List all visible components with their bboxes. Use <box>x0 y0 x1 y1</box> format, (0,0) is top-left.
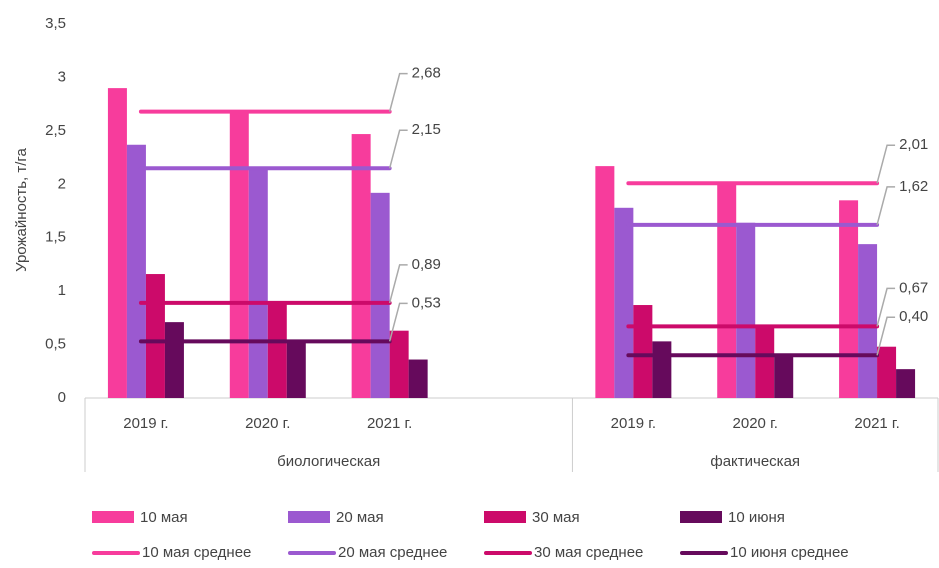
data-label: 1,62 <box>899 178 928 195</box>
bar <box>267 301 287 398</box>
x-tick-label: 2019 г. <box>611 415 656 432</box>
y-tick-label: 0,5 <box>45 336 66 353</box>
y-tick-label: 1 <box>58 282 66 299</box>
x-tick-label: 2021 г. <box>854 415 899 432</box>
legend-label: 10 мая среднее <box>142 544 251 561</box>
data-label: 2,01 <box>899 136 928 153</box>
callout-leader <box>388 129 408 169</box>
legend-label: 20 мая <box>336 509 384 526</box>
data-label: 0,40 <box>899 308 928 325</box>
y-tick-label: 3 <box>58 68 66 85</box>
bar <box>839 200 859 398</box>
bar <box>351 134 371 398</box>
data-label: 2,68 <box>412 65 441 82</box>
legend-label: 10 июня среднее <box>730 544 849 561</box>
callout-leader <box>876 316 896 356</box>
callout-leader <box>388 302 408 342</box>
y-axis-label: Урожайность, т/га <box>13 147 30 271</box>
bar <box>614 207 634 398</box>
bar <box>755 325 775 398</box>
bar <box>126 144 146 398</box>
bar <box>389 330 409 398</box>
bar <box>736 222 756 398</box>
bar <box>652 341 672 398</box>
bar <box>877 346 897 398</box>
bar <box>286 342 306 398</box>
bar <box>633 305 653 398</box>
y-tick-label: 3,5 <box>45 15 66 32</box>
group-label: фактическая <box>710 453 800 470</box>
data-label: 2,15 <box>412 121 441 138</box>
callout-leader <box>876 287 896 327</box>
callout-leader <box>876 144 896 184</box>
legend-label: 10 июня <box>728 509 785 526</box>
x-tick-label: 2020 г. <box>733 415 778 432</box>
bar <box>229 112 249 398</box>
bar <box>164 322 184 398</box>
legend-label: 30 мая <box>532 509 580 526</box>
bar <box>858 244 878 398</box>
x-tick-label: 2019 г. <box>123 415 168 432</box>
x-tick-label: 2020 г. <box>245 415 290 432</box>
callout-leader <box>388 264 408 304</box>
callout-leader <box>876 186 896 226</box>
data-label: 0,89 <box>412 256 441 273</box>
legend-swatch <box>92 511 134 523</box>
bar <box>408 359 428 398</box>
y-tick-label: 2,5 <box>45 122 66 139</box>
legend-swatch <box>484 511 526 523</box>
bar <box>370 192 390 398</box>
bar <box>774 355 794 398</box>
legend-swatch <box>288 511 330 523</box>
bar <box>595 166 615 398</box>
bar <box>896 369 916 398</box>
bar <box>145 274 165 398</box>
x-tick-label: 2021 г. <box>367 415 412 432</box>
y-tick-label: 2 <box>58 175 66 192</box>
legend-label: 30 мая среднее <box>534 544 643 561</box>
legend-label: 10 мая <box>140 509 188 526</box>
bar <box>717 183 737 398</box>
legend-label: 20 мая среднее <box>338 544 447 561</box>
y-tick-label: 1,5 <box>45 229 66 246</box>
group-label: биологическая <box>277 453 380 470</box>
data-label: 0,53 <box>412 294 441 311</box>
bar <box>107 88 127 398</box>
legend-swatch <box>680 511 722 523</box>
callout-leader <box>388 72 408 112</box>
data-label: 0,67 <box>899 279 928 296</box>
bar <box>248 167 268 398</box>
y-tick-label: 0 <box>58 389 66 406</box>
